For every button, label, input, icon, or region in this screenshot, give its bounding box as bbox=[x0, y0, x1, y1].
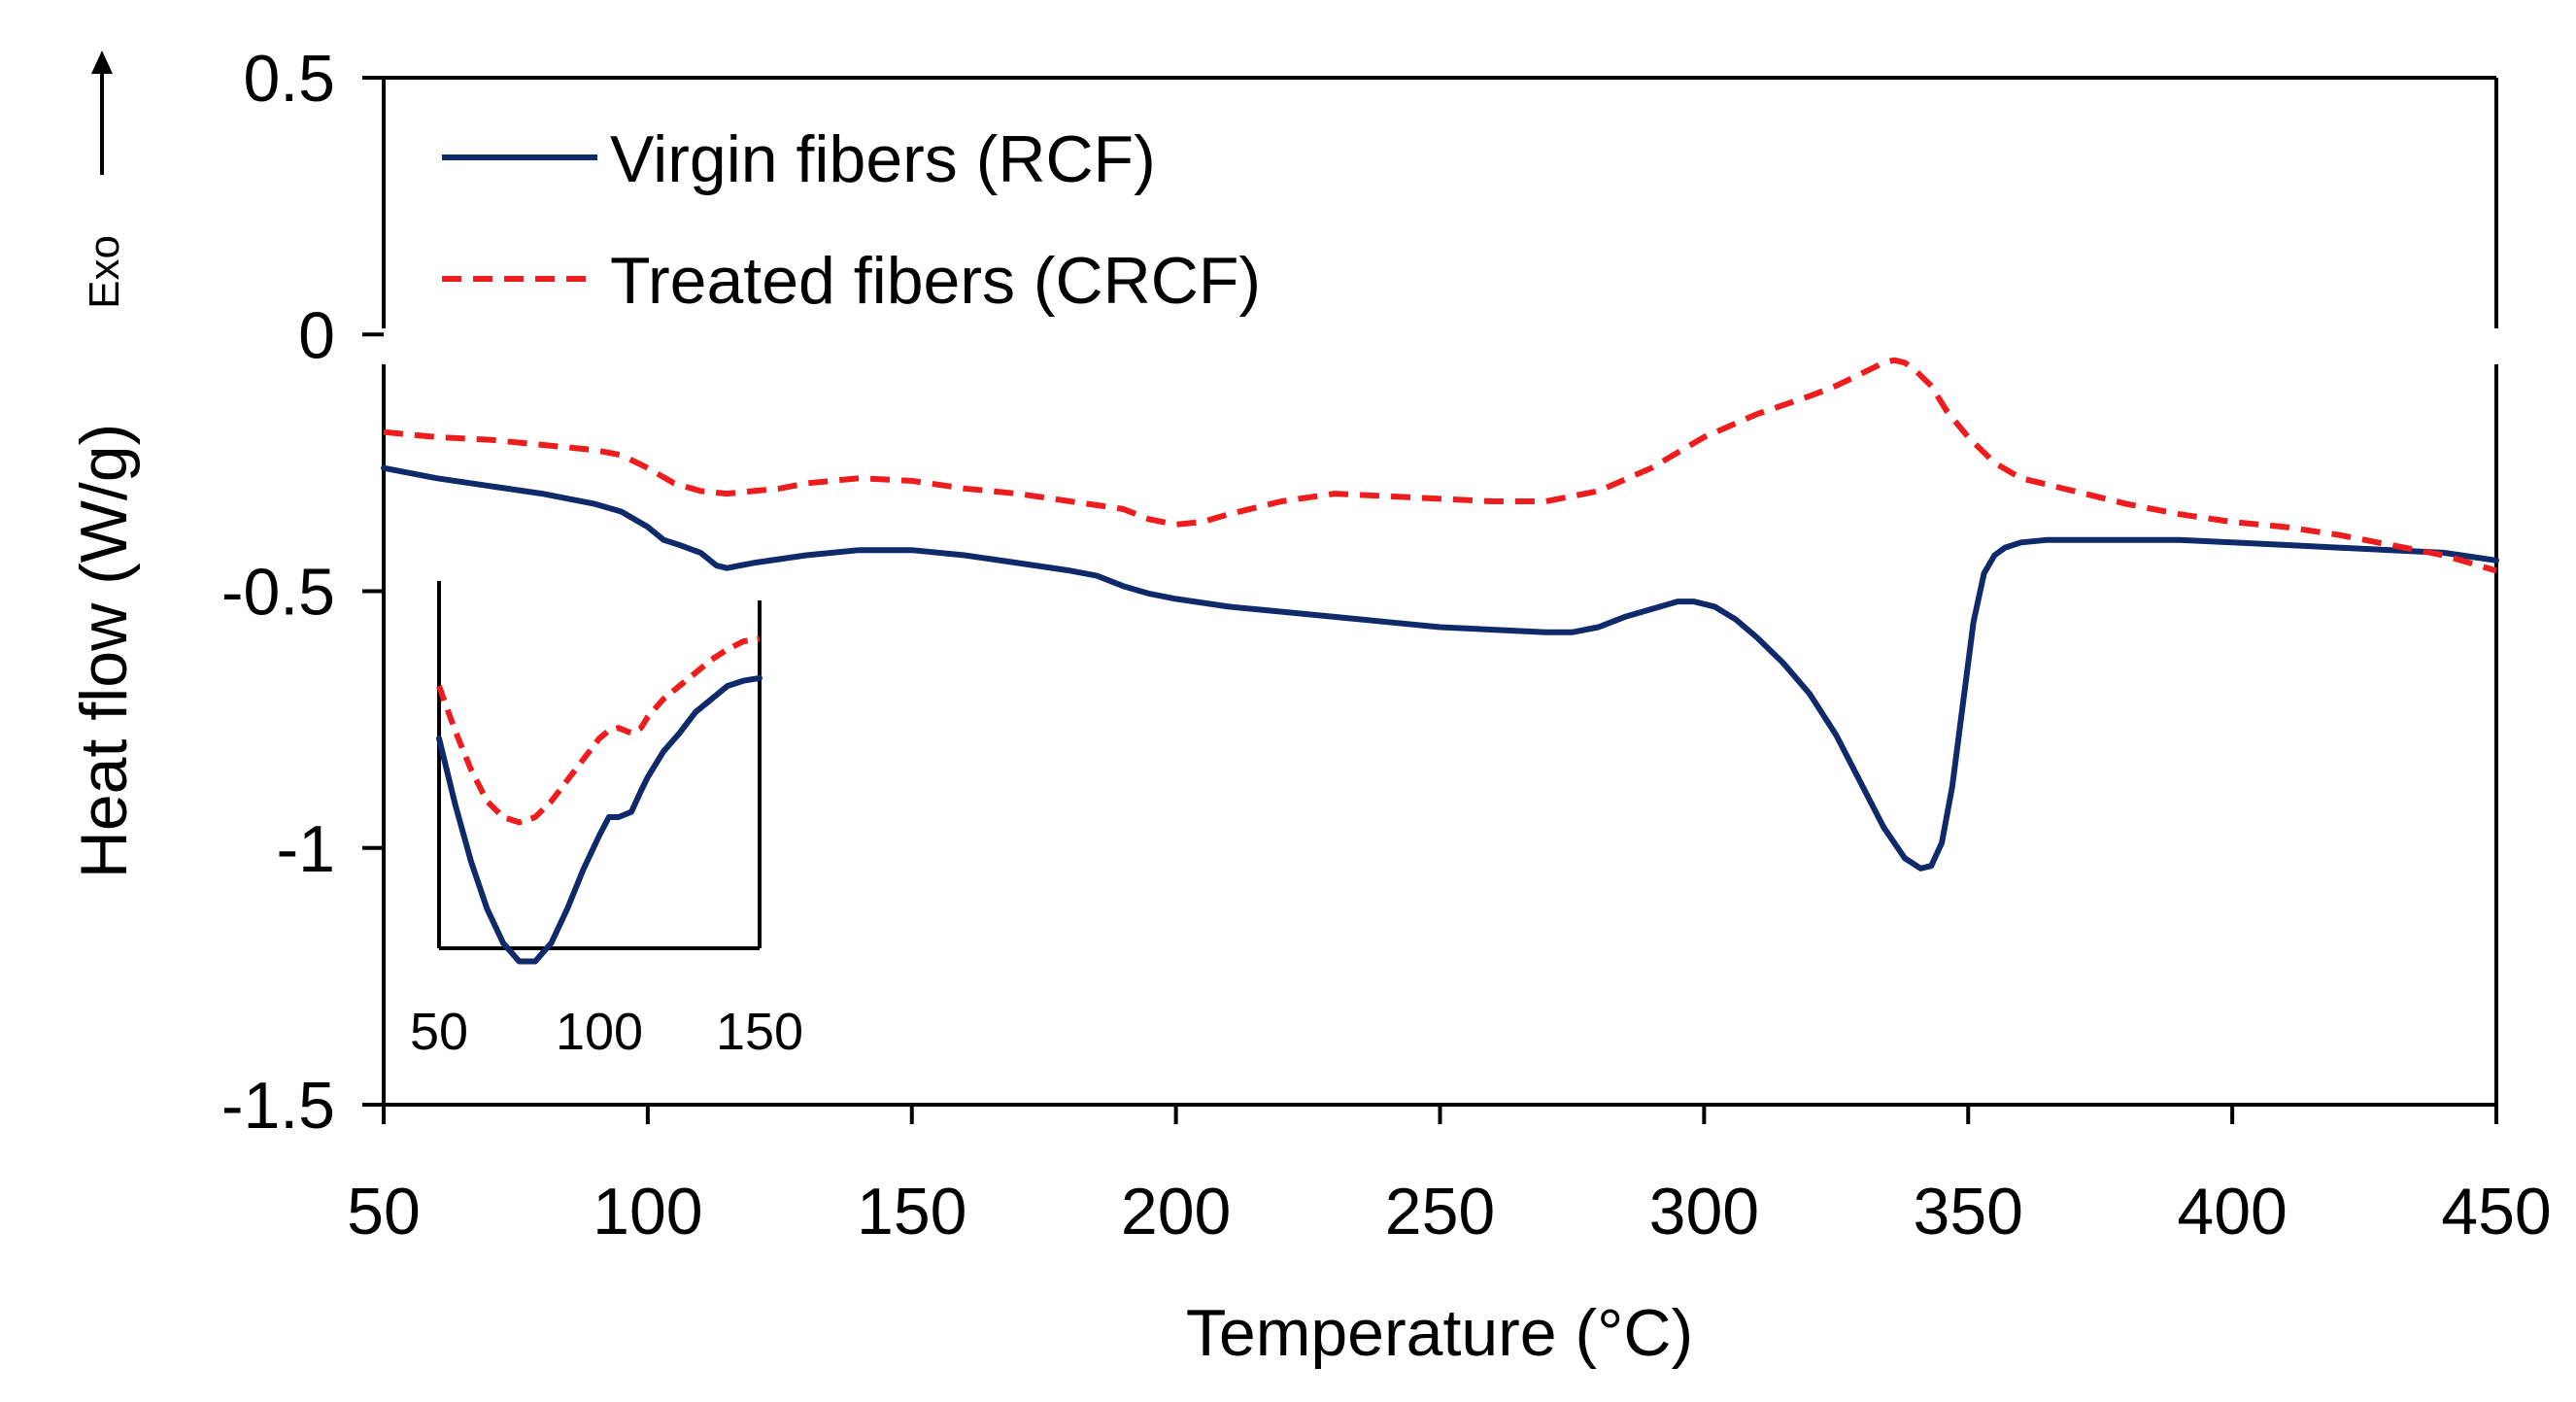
x-tick-label: 100 bbox=[593, 1175, 702, 1248]
inset-line-treated bbox=[436, 635, 761, 826]
inset-series-layer bbox=[436, 635, 763, 965]
series-line-virgin bbox=[381, 464, 2499, 872]
inset-x-tick-label: 50 bbox=[410, 1003, 468, 1061]
legend-label-treated: Treated fibers (CRCF) bbox=[610, 244, 1261, 318]
x-tick-label: 350 bbox=[1914, 1175, 2023, 1248]
x-tick-label: 150 bbox=[857, 1175, 966, 1248]
x-tick-label: 300 bbox=[1649, 1175, 1759, 1248]
inset-x-tick-label: 150 bbox=[716, 1003, 803, 1061]
x-tick-label: 200 bbox=[1121, 1175, 1231, 1248]
inset-x-tick-label: 100 bbox=[556, 1003, 643, 1061]
inset-line-virgin bbox=[436, 674, 763, 965]
inset-background bbox=[439, 581, 760, 948]
x-tick-label: 250 bbox=[1385, 1175, 1495, 1248]
y-tick-label: 0 bbox=[298, 298, 335, 372]
y-tick-label: -1.5 bbox=[221, 1069, 335, 1143]
inset: 50 100 150 bbox=[410, 581, 803, 1061]
x-tick-label: 450 bbox=[2441, 1175, 2551, 1248]
y-axis-title: Heat flow (W/g) bbox=[67, 424, 141, 879]
x-tick-label: 50 bbox=[347, 1175, 421, 1248]
y-tick-label: -0.5 bbox=[221, 556, 335, 630]
exo-indicator: Exo bbox=[81, 51, 128, 309]
exo-arrow-icon bbox=[91, 51, 113, 74]
inset-x-ticks: 50 100 150 bbox=[410, 1003, 803, 1061]
legend-label-virgin: Virgin fibers (RCF) bbox=[610, 122, 1156, 196]
legend: Virgin fibers (RCF) Treated fibers (CRCF… bbox=[442, 122, 1261, 318]
x-tick-label: 400 bbox=[2177, 1175, 2287, 1248]
series-line-treated bbox=[383, 357, 2497, 574]
x-axis-ticks: 50 100 150 200 250 300 350 400 450 bbox=[347, 1105, 2552, 1248]
y-tick-label: 0.5 bbox=[243, 42, 335, 116]
y-tick-label: -1 bbox=[277, 812, 335, 886]
y-axis-ticks: 0.5 0 -0.5 -1 -1.5 bbox=[221, 42, 384, 1143]
exo-label: Exo bbox=[81, 235, 128, 309]
series-layer bbox=[381, 357, 2499, 872]
x-axis-title: Temperature (°C) bbox=[1186, 1296, 1693, 1370]
